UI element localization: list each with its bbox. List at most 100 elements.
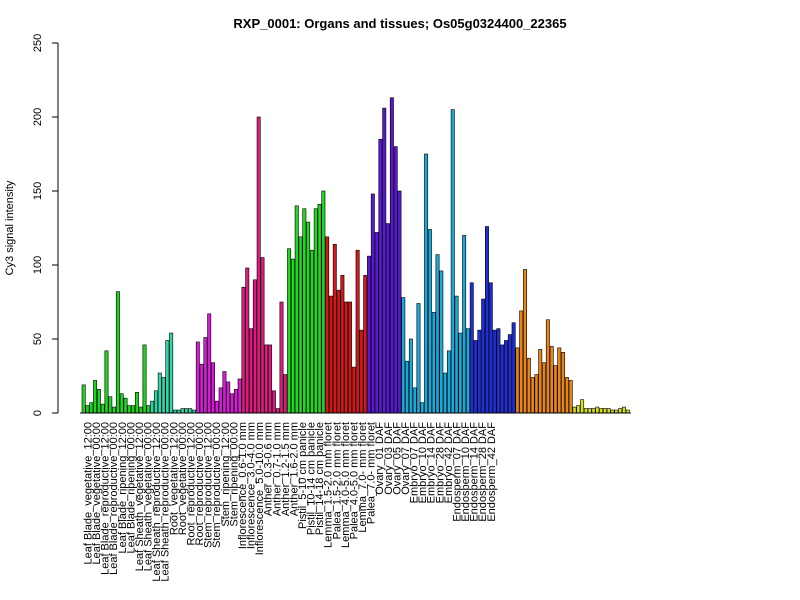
x-tick-label: Endosperm_42 DAF: [486, 422, 498, 522]
bar: [446, 350, 451, 414]
x-tick-label: Anther_1.2-1.5 mm: [280, 422, 292, 516]
bar: [424, 153, 429, 414]
bar: [618, 408, 623, 414]
bar: [393, 146, 398, 414]
x-tick-label: Leaf Sheath_reproductive_12:00: [151, 422, 163, 582]
x-tick-label: Leaf Blade_reproductive_12:00: [100, 422, 112, 575]
bar: [104, 350, 109, 414]
x-tick-label: Endosperm_07 DAF: [451, 422, 463, 522]
bar: [382, 107, 387, 414]
bar: [317, 204, 322, 414]
bar: [477, 329, 482, 414]
bar: [378, 138, 383, 414]
bar: [511, 322, 516, 414]
bar: [233, 389, 238, 414]
x-tick-label: Ovary_01 DAF: [374, 422, 386, 495]
x-tick-label: Inflorescence_0.6-1.0 mm: [237, 422, 249, 549]
bar: [397, 190, 402, 414]
bar: [93, 380, 98, 414]
bar: [268, 344, 273, 414]
bar: [180, 408, 185, 414]
bar: [241, 286, 246, 414]
bar: [336, 289, 341, 414]
bar: [515, 347, 520, 414]
bar: [313, 208, 318, 414]
x-tick-label: Embryo_42 DAF: [443, 422, 455, 504]
bar: [165, 340, 170, 414]
bar: [523, 269, 527, 414]
x-tick-label: Lemma_1.5-2.0 mm floret: [323, 422, 335, 548]
x-tick-label: Endosperm_14 DAF: [469, 422, 481, 522]
bar: [195, 341, 200, 414]
bar: [485, 226, 489, 414]
bar: [207, 313, 212, 414]
bar: [450, 109, 455, 414]
bar: [142, 344, 147, 414]
bar: [355, 249, 360, 414]
bar: [564, 377, 569, 414]
bar: [458, 332, 463, 414]
bars: [80, 97, 631, 414]
x-tick-label: Anther_0.3-0.6 mm: [263, 422, 275, 516]
bar: [420, 402, 425, 414]
x-tick-label: Inflorescence_5.0-10.0 mm: [254, 422, 266, 555]
bar: [321, 190, 326, 414]
bar: [538, 349, 543, 414]
y-tick-label: 150: [32, 182, 44, 200]
bar: [344, 301, 349, 414]
x-tick-label: Palea_4.0-5.0 mm floret: [348, 422, 360, 539]
bar: [154, 390, 158, 414]
bar: [340, 275, 345, 414]
bar: [96, 389, 101, 414]
x-tick-label: Stem_ripening_00:00: [228, 422, 240, 527]
bar: [454, 295, 459, 414]
bar: [256, 116, 261, 414]
x-tick-label: Palea_1.5-2.0 mm floret: [331, 422, 343, 539]
bar: [271, 390, 276, 414]
y-tick-label: 0: [32, 410, 44, 416]
bar: [561, 352, 566, 414]
bar: [283, 374, 288, 414]
bar: [401, 297, 406, 414]
x-tick-label: Root_vegetative_12:00: [168, 422, 180, 535]
bar: [306, 221, 311, 414]
bar: [218, 387, 223, 414]
bar: [249, 328, 254, 414]
bar: [622, 406, 626, 414]
bar: [146, 405, 151, 414]
bar: [466, 328, 470, 414]
bar: [199, 363, 204, 414]
bar: [583, 408, 588, 414]
x-tick-label: Root_reproductive_12:00: [185, 422, 197, 546]
bar: [408, 338, 413, 414]
bar: [112, 406, 117, 414]
bar: [553, 365, 558, 414]
x-tick-label: Embryo_14 DAF: [426, 422, 438, 504]
bar: [462, 235, 467, 414]
bar: [348, 301, 352, 414]
bar: [188, 408, 193, 414]
bar: [108, 396, 113, 414]
bar: [309, 249, 314, 414]
bar: [332, 243, 337, 414]
bar: [245, 267, 250, 414]
x-tick-label: Pistil_14-18 cm panicle: [314, 422, 326, 535]
bar: [290, 258, 295, 414]
x-tick-label: Endosperm_28 DAF: [477, 422, 489, 522]
x-tick-label: Anther_0.7-1.0 mm: [271, 422, 283, 516]
bar: [359, 329, 364, 414]
bar: [542, 362, 547, 414]
x-tick-label: Root_vegetative_00:00: [177, 422, 189, 535]
bar: [294, 205, 299, 414]
x-tick-label: Leaf Sheath_vegetative_12:00: [134, 422, 146, 571]
bar: [576, 405, 581, 414]
bar: [412, 387, 417, 414]
bar: [226, 381, 231, 414]
bar: [134, 391, 139, 414]
x-tick-label: Embryo_28 DAF: [434, 422, 446, 504]
y-tick-label: 200: [32, 108, 44, 126]
x-tick-label: Anther_1.6-2.0 mm: [288, 422, 300, 516]
bar: [580, 399, 585, 414]
